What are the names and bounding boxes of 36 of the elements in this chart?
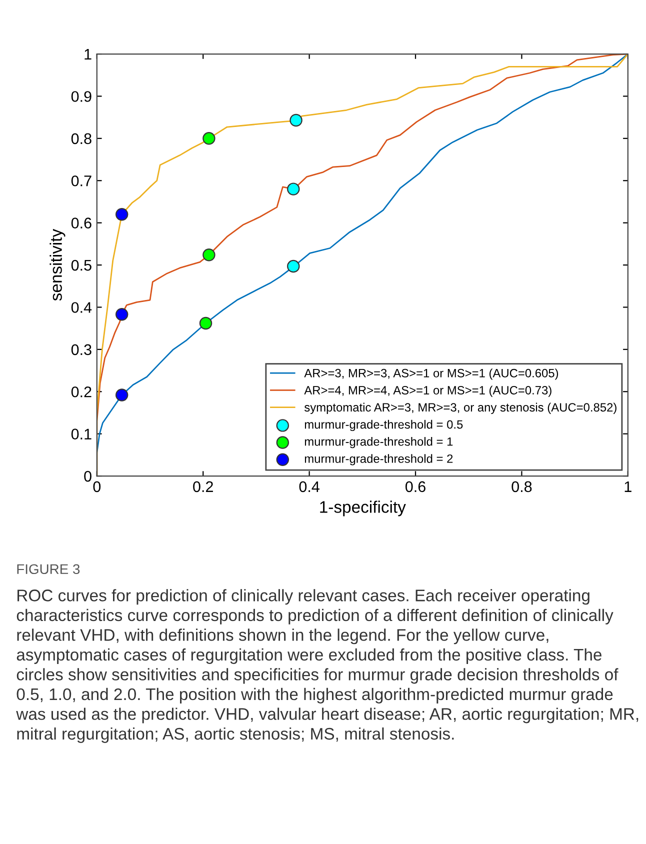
x-tick-label: 0 bbox=[93, 481, 101, 492]
y-tick-label: 0.9 bbox=[71, 91, 92, 102]
y-tick-label: 0.4 bbox=[71, 302, 92, 313]
legend-label: symptomatic AR>=3, MR>=3, or any stenosis (AUC=0.852) bbox=[304, 402, 616, 414]
point bbox=[202, 132, 216, 145]
point bbox=[115, 308, 128, 321]
y-tick-label: 0.5 bbox=[71, 260, 92, 271]
y-tick-label: 1 bbox=[84, 49, 92, 60]
legend-label: AR>=3, MR>=3, AS>=1 or MS>=1 (AUC=0.605) bbox=[304, 368, 558, 380]
x-tick-label: 0.2 bbox=[193, 481, 213, 492]
y-axis-title: sensitivity bbox=[50, 228, 66, 301]
y-tick-label: 0.8 bbox=[71, 133, 92, 144]
x-tick-label: 1 bbox=[624, 481, 632, 492]
y-tick-label: 0.7 bbox=[71, 175, 92, 186]
point bbox=[287, 260, 300, 273]
x-tick-label: 0.8 bbox=[512, 481, 532, 492]
legend-label: AR>=4, MR>=4, AS>=1 or MS>=1 (AUC=0.73) bbox=[304, 386, 552, 397]
y-tick-label: 0 bbox=[84, 470, 92, 482]
legend-label: murmur-grade-threshold = 0.5 bbox=[304, 420, 463, 432]
x-tick-label: 0.6 bbox=[405, 481, 426, 492]
legend-label: murmur-grade-threshold = 1 bbox=[304, 437, 453, 448]
y-tick-label: 0.1 bbox=[71, 428, 92, 440]
caption: FIGURE 3 bbox=[17, 564, 80, 574]
x-tick-label: 0.4 bbox=[299, 481, 320, 492]
point bbox=[115, 388, 128, 402]
y-tick-label: 0.6 bbox=[71, 218, 92, 228]
point bbox=[287, 182, 300, 196]
point bbox=[115, 208, 128, 221]
text: ROC curves for prediction of clinically relevant cases. Each receiver operating characteristics curve corresponds to prediction of a different definition of clinically relevant VHD, with definitions shown in the legend. For the yellow curve, asymptomatic cases of regurgitation were excluded from the positive class. The circles show sensitivities and specificities for murmur grade decision thresholds of 0.5, 1.0, and 2.0. The position with the highest algorithm-predicted murmur grade was used as the predictor. VHD, valvular heart disease; AR, aortic regurgitation; MR, mitral regurgitation; AS, aortic stenosis; MS, mitral stenosis. bbox=[16, 589, 638, 743]
x-axis-title: 1-specificity bbox=[320, 500, 406, 516]
y-tick-label: 0.3 bbox=[71, 344, 92, 356]
y-tick-label: 0.2 bbox=[71, 386, 92, 398]
point bbox=[202, 248, 216, 262]
point bbox=[199, 316, 212, 330]
point bbox=[290, 114, 302, 127]
legend-label: murmur-grade-threshold = 2 bbox=[304, 454, 453, 466]
